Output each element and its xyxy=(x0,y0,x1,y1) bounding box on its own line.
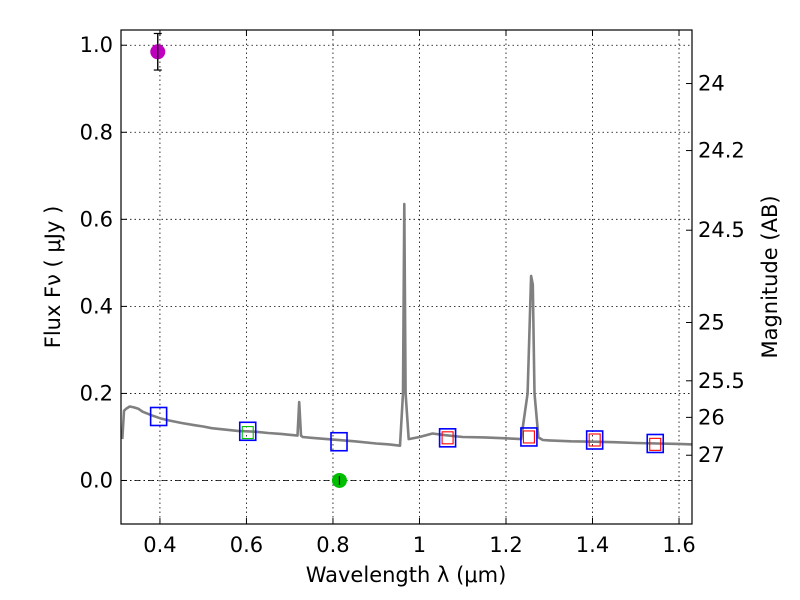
model-spectrum-line xyxy=(121,202,692,448)
magnitude-tick-label: 27 xyxy=(698,443,725,467)
axis-ticks: 0.4 0.6 0.8 1 1.2 1.4 1.6 0.0 0.2 0.4 0.6 0.8 1.0 24 2… xyxy=(80,30,745,557)
plot-frame xyxy=(120,29,693,525)
x-tick-label: 0.6 xyxy=(230,533,263,557)
model-photometry-point xyxy=(585,430,604,450)
magnitude-tick-label: 24 xyxy=(698,72,725,96)
x-tick-label: 0.8 xyxy=(316,533,349,557)
y-axis-label: Flux Fν ( μJy ) xyxy=(41,206,65,349)
x-tick-label: 1.2 xyxy=(489,533,522,557)
plot-area xyxy=(121,30,692,524)
y-tick-label: 0.0 xyxy=(80,468,113,492)
y-tick-label: 0.8 xyxy=(80,120,113,144)
observed-point xyxy=(588,433,601,447)
magnitude-tick-label: 25.5 xyxy=(698,369,745,393)
y-tick-label: 0.6 xyxy=(80,207,113,231)
x-tick-label: 1 xyxy=(413,533,426,557)
model-photometry-point xyxy=(646,433,665,454)
x-axis-label: Wavelength λ (μm) xyxy=(306,563,507,587)
y-tick-label: 1.0 xyxy=(80,33,113,57)
magnitude-tick-label: 24.5 xyxy=(698,218,745,242)
observed-point xyxy=(441,431,454,445)
plot-content xyxy=(121,32,692,488)
x-tick-label: 0.4 xyxy=(143,533,176,557)
observed-point xyxy=(522,430,535,444)
observed-point xyxy=(241,426,254,440)
model-photometry-point xyxy=(238,421,257,442)
x-tick-label: 1.6 xyxy=(662,533,695,557)
y2-axis-label: Magnitude (AB) xyxy=(758,195,782,358)
model-photometry-point xyxy=(330,431,348,452)
magnitude-tick-label: 24.2 xyxy=(698,139,745,163)
observed-point xyxy=(649,437,662,451)
model-photometry-point xyxy=(149,406,168,427)
x-tick-label: 1.4 xyxy=(576,533,609,557)
magnitude-tick-label: 25 xyxy=(698,310,725,334)
model-photometry-point xyxy=(438,428,457,448)
y-tick-label: 0.2 xyxy=(80,381,113,405)
model-photometry-point xyxy=(520,427,538,447)
y-tick-label: 0.4 xyxy=(80,294,113,318)
magnitude-tick-label: 26 xyxy=(698,405,725,429)
